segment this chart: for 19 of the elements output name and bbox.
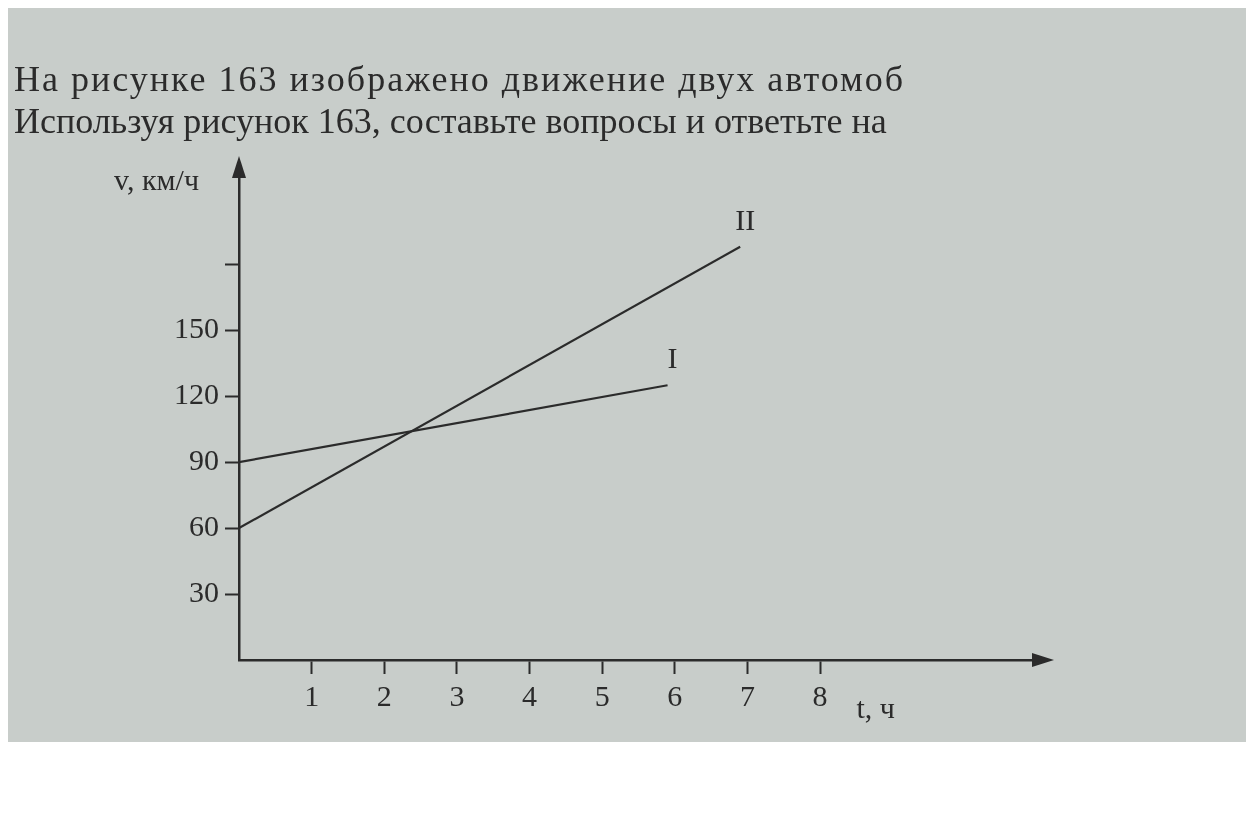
x-axis-title: t, ч	[856, 690, 895, 724]
y-tick-label: 60	[189, 508, 219, 542]
series-label: I	[667, 341, 678, 375]
x-tick-label: 4	[522, 678, 538, 712]
x-tick-label: 3	[449, 678, 465, 712]
x-tick-label: 6	[667, 678, 683, 712]
y-tick-label: 120	[174, 377, 219, 411]
y-tick-label: 30	[189, 574, 219, 608]
x-tick-label: 8	[812, 678, 828, 712]
x-tick-label: 7	[739, 678, 755, 712]
x-tick-label: 1	[304, 678, 320, 712]
y-axis-title: v, км/ч	[113, 162, 199, 196]
x-tick-label: 5	[594, 678, 610, 712]
x-tick-label: 2	[376, 678, 392, 712]
chart-title: На рисунке 163 изображено движение двух автомоб	[13, 58, 907, 100]
y-tick-label: 90	[189, 443, 219, 477]
chart-subtitle: Используя рисунок 163, составьте вопросы и ответьте на	[13, 100, 888, 142]
y-tick-label: 150	[174, 311, 219, 345]
series-label: II	[735, 202, 756, 236]
